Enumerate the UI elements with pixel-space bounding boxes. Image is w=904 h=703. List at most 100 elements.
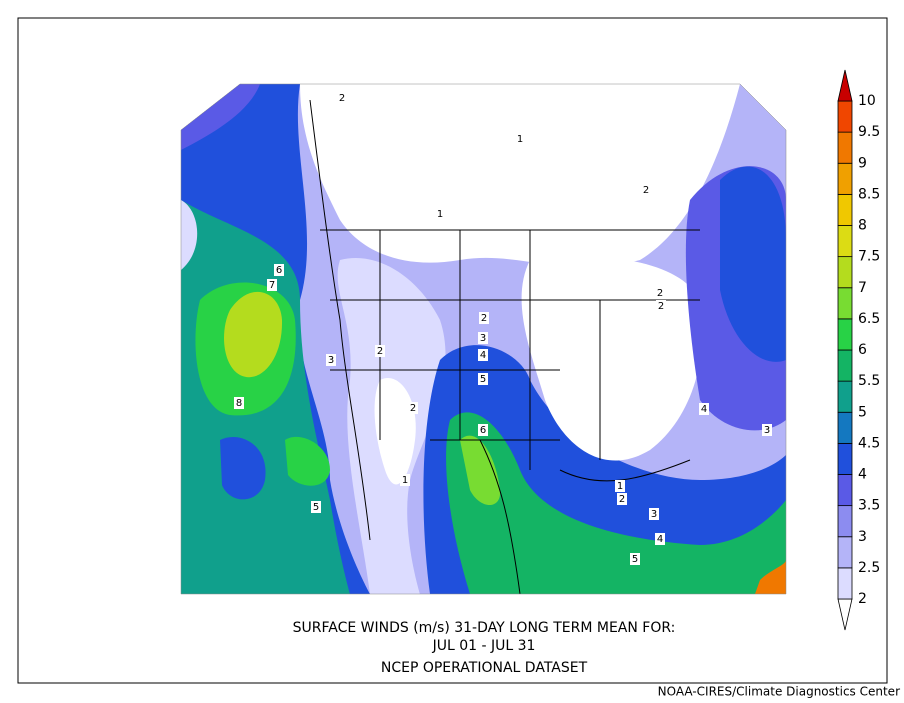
texas-green [460, 435, 501, 505]
contour-label-bg [762, 424, 772, 436]
rockies-calm [374, 378, 416, 485]
caption-line: JUL 01 - JUL 31 [432, 638, 536, 654]
colorbar-label: 6.5 [858, 311, 880, 327]
colorbar-label: 4.5 [858, 435, 880, 451]
contour-label-bg [630, 553, 640, 565]
caption-line: SURFACE WINDS (m/s) 31-DAY LONG TERM MEA… [293, 620, 676, 636]
colorbar-label: 2.5 [858, 560, 880, 576]
credit: NOAA-CIRES/Climate Diagnostics Center [658, 685, 900, 699]
frame [17, 17, 888, 684]
contour-label: 2 [643, 185, 649, 196]
contour-label-bg [375, 345, 385, 357]
caption-line: NCEP OPERATIONAL DATASET [381, 660, 588, 676]
map-border [180, 83, 787, 595]
contour-label-bg [699, 403, 709, 415]
jet-core [224, 291, 283, 378]
contour-label-bg [655, 287, 665, 299]
colorbar-cap [837, 598, 853, 631]
contour-label: 5 [632, 554, 638, 565]
atlantic-core [720, 166, 786, 362]
contour-label: 3 [651, 509, 657, 520]
colorbar-label: 5 [858, 404, 867, 420]
contour-label: 2 [658, 301, 664, 312]
contour-label: 1 [617, 481, 623, 492]
contour-label-bg [408, 402, 418, 414]
contour-label: 7 [269, 280, 275, 291]
contour-label: 6 [480, 425, 486, 436]
colorbar-band [837, 193, 853, 226]
nw-light [181, 200, 198, 270]
se-orange [755, 560, 786, 594]
colorbar-label: 9.5 [858, 124, 880, 140]
colorbar: 2 2.5 3 3.5 4 4.5 5 5.5 6 6.5 7 7.5 8 8.5 9 9.5 10 [837, 69, 880, 631]
colorbar-band [837, 380, 853, 413]
contour-label-bg [337, 92, 347, 104]
colorbar-band [837, 225, 853, 258]
contour-label: 8 [236, 398, 242, 409]
contour-label-bg [641, 184, 651, 196]
contour-label-bg [400, 474, 410, 486]
colorbar-label: 7.5 [858, 249, 880, 265]
contour-label: 2 [377, 346, 383, 357]
contour-label-bg [326, 354, 336, 366]
contour-label-bg [311, 501, 321, 513]
contour-label-bg [478, 373, 488, 385]
contour-label-bg [274, 264, 284, 276]
colorbar-label: 9 [858, 155, 867, 171]
contour-label-bg [649, 508, 659, 520]
boundaries [309, 99, 700, 594]
contour-label-bg [435, 208, 445, 220]
contour-label: 1 [402, 475, 408, 486]
contour-label-bg [656, 300, 666, 312]
colorbar-label: 8.5 [858, 186, 880, 202]
colorbar-band [837, 411, 853, 444]
contour-label-bg [478, 349, 488, 361]
contour-label-bg [267, 279, 277, 291]
colorbar-band [837, 287, 853, 320]
contour-label-bg [617, 493, 627, 505]
colorbar-band [837, 100, 853, 133]
colorbar-label: 3.5 [858, 498, 880, 514]
colorbar-band [837, 474, 853, 507]
contour-label: 2 [339, 93, 345, 104]
contour-label: 3 [764, 425, 770, 436]
colorbar-label: 4 [858, 467, 867, 483]
contour-label-bg [478, 332, 488, 344]
colorbar-label: 3 [858, 529, 867, 545]
colorbar-label: 2 [858, 591, 867, 607]
colorbar-band [837, 162, 853, 195]
contour-label: 4 [701, 404, 707, 415]
contour-label: 5 [313, 502, 319, 513]
contour-label: 5 [480, 374, 486, 385]
gulf-green [446, 412, 786, 594]
colorbar-cap [837, 69, 853, 102]
contour-label-bg [655, 533, 665, 545]
low-blue [220, 436, 266, 500]
colorbar-label: 8 [858, 218, 867, 234]
colorbar-label: 6 [858, 342, 867, 358]
colorbar-label: 7 [858, 280, 867, 296]
colorbar-label: 5.5 [858, 373, 880, 389]
contour-label: 1 [517, 134, 523, 145]
contour-label-bg [615, 480, 625, 492]
colorbar-band [837, 442, 853, 475]
map [181, 84, 786, 594]
colorbar-band [837, 567, 853, 600]
contour-label: 2 [657, 288, 663, 299]
colorbar-band [837, 536, 853, 569]
contour-label: 3 [480, 333, 486, 344]
contour-label: 3 [328, 355, 334, 366]
colorbar-band [837, 256, 853, 289]
colorbar-band [837, 349, 853, 382]
contour-label-bg [234, 397, 244, 409]
colorbar-band [837, 131, 853, 164]
spot-green [285, 436, 330, 486]
contour-label: 4 [480, 350, 486, 361]
contour-label-bg [478, 424, 488, 436]
contour-label: 6 [276, 265, 282, 276]
colorbar-label: 10 [858, 93, 876, 109]
colorbar-band [837, 505, 853, 538]
